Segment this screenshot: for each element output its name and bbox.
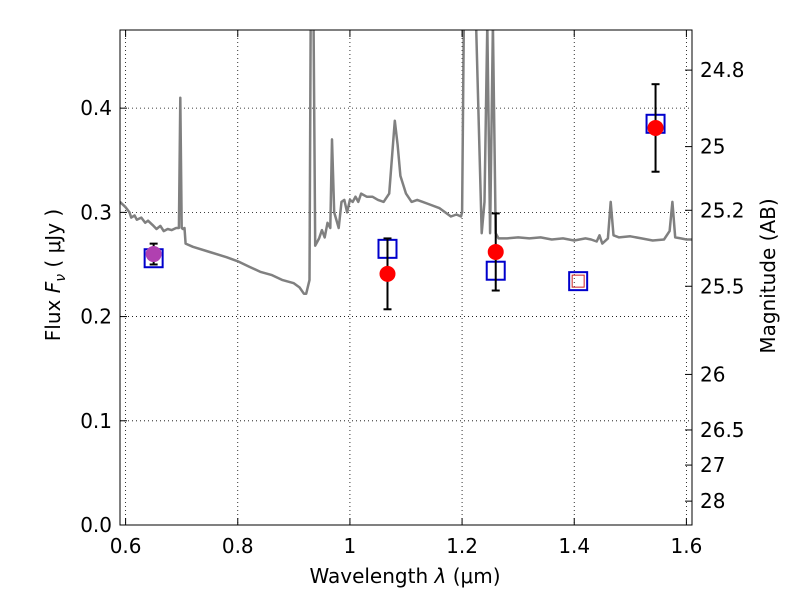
x-axis-label: Wavelength λ (μm) <box>309 564 500 588</box>
x-axis-label-unit: (μm) <box>453 564 501 588</box>
tick-marks: 0.6 0.8 1 1.2 1.4 1.6 0.0 0.1 0.2 0.3 0.4 24.8 25 25.… <box>80 30 745 558</box>
observed-point <box>487 243 504 260</box>
x-tick-label: 1.2 <box>446 534 478 558</box>
y-axis-label-subscript: ν <box>53 274 69 282</box>
y-axis-label: Flux Fν ( μJy ) <box>41 209 69 341</box>
y2-tick-label: 26 <box>700 362 725 386</box>
x-tick-label: 1.4 <box>558 534 590 558</box>
x-tick-label: 1.6 <box>670 534 702 558</box>
y-axis-label-text: Flux <box>41 299 65 341</box>
y-tick-label: 0.4 <box>80 96 112 120</box>
x-tick-label: 0.8 <box>222 534 254 558</box>
observed-point <box>145 246 162 263</box>
x-tick-label: 0.6 <box>110 534 142 558</box>
y-axis-label-symbol: F <box>41 281 65 293</box>
x-axis-label-symbol: λ <box>434 564 447 588</box>
y-tick-label: 0.2 <box>80 305 112 329</box>
y-tick-label: 0.1 <box>80 409 112 433</box>
y2-tick-label: 28 <box>700 489 725 513</box>
data-layer <box>120 30 692 311</box>
plot-frame <box>119 29 693 526</box>
y2-tick-label: 27 <box>700 453 725 477</box>
observed-point <box>647 119 664 136</box>
spectrum-line <box>120 30 692 295</box>
y2-tick-label: 26.5 <box>700 418 745 442</box>
model-square-point <box>568 271 589 292</box>
y2-tick-label: 24.8 <box>700 58 745 82</box>
observed-point <box>379 265 396 282</box>
x-tick-label: 1 <box>344 534 357 558</box>
y-tick-label: 0.0 <box>80 513 112 537</box>
y2-axis-label: Magnitude (AB) <box>756 198 780 353</box>
small-square-point <box>571 274 585 288</box>
x-axis-label-text: Wavelength <box>309 564 428 588</box>
y2-tick-label: 25.5 <box>700 274 745 298</box>
y2-tick-label: 25 <box>700 135 725 159</box>
y-axis-label-unit: ( μJy ) <box>41 209 65 268</box>
grid-lines <box>120 30 692 525</box>
y2-tick-label: 25.2 <box>700 198 745 222</box>
y-tick-label: 0.3 <box>80 200 112 224</box>
